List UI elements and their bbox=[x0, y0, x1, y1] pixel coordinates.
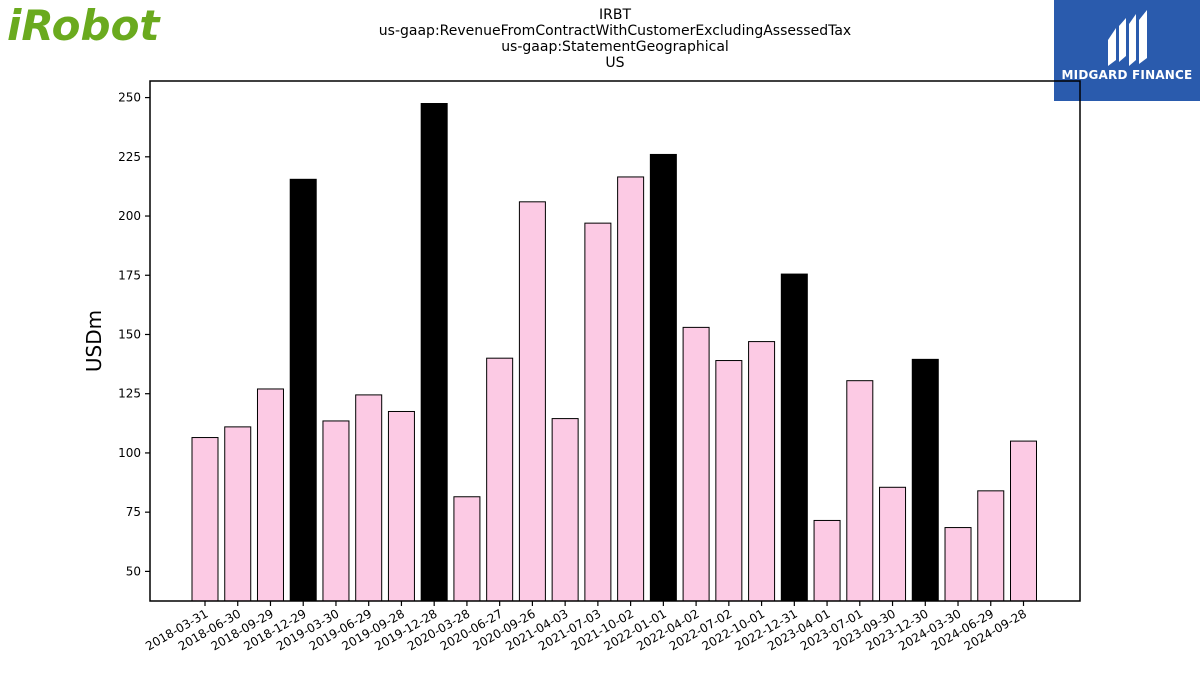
bar-2018-06-30 bbox=[224, 426, 252, 602]
bar-2020-06-27 bbox=[486, 357, 514, 602]
bar-2020-09-26 bbox=[518, 201, 546, 602]
y-tick-label: 100 bbox=[118, 446, 141, 460]
bar-2021-10-02 bbox=[617, 176, 645, 602]
bar-2019-09-28 bbox=[387, 410, 415, 602]
y-tick-label: 50 bbox=[126, 564, 141, 578]
bar-2019-03-30 bbox=[322, 420, 350, 602]
bar-2024-06-29 bbox=[977, 490, 1005, 602]
bar-2023-12-30 bbox=[911, 358, 939, 602]
bar-2023-04-01 bbox=[813, 519, 841, 602]
y-tick-label: 200 bbox=[118, 209, 141, 223]
bar-2018-09-29 bbox=[256, 388, 284, 602]
bar-2018-12-29 bbox=[289, 178, 317, 602]
x-axis: 2018-03-312018-06-302018-09-292018-12-29… bbox=[143, 601, 1029, 653]
y-tick-label: 150 bbox=[118, 327, 141, 341]
bar-2022-12-31 bbox=[780, 273, 808, 602]
y-tick-label: 75 bbox=[126, 505, 141, 519]
bar-2022-04-02 bbox=[682, 326, 710, 602]
bar-2022-07-02 bbox=[715, 360, 743, 602]
bar-2019-06-29 bbox=[355, 394, 383, 602]
chart-title-line-2: us-gaap:RevenueFromContractWithCustomerE… bbox=[378, 23, 852, 39]
bars-group bbox=[191, 103, 1037, 602]
midgard-mark-icon bbox=[1108, 10, 1147, 66]
y-tick-label: 250 bbox=[118, 91, 141, 105]
y-tick-label: 125 bbox=[118, 387, 141, 401]
chart-title-line-3: us-gaap:StatementGeographical bbox=[501, 39, 729, 55]
y-tick-label: 175 bbox=[118, 268, 141, 282]
irobot-logo-text: iRobot bbox=[7, 2, 161, 46]
plot-frame bbox=[149, 80, 1081, 602]
midgard-finance-logo-text: MIDGARD FINANCE bbox=[1061, 68, 1193, 82]
irobot-logo: iRobot bbox=[7, 2, 161, 46]
bar-2021-04-03 bbox=[551, 418, 579, 602]
bar-2020-03-28 bbox=[453, 496, 481, 602]
y-tick-label: 225 bbox=[118, 150, 141, 164]
bar-2019-12-28 bbox=[420, 103, 448, 602]
bar-2023-07-01 bbox=[846, 380, 874, 602]
bar-2024-03-30 bbox=[944, 527, 972, 602]
bar-2022-01-01 bbox=[649, 153, 677, 602]
y-axis-label: USDm bbox=[82, 310, 106, 372]
bar-2023-09-30 bbox=[879, 486, 907, 602]
midgard-finance-logo: MIDGARD FINANCE bbox=[1054, 0, 1200, 101]
bar-2021-07-03 bbox=[584, 222, 612, 602]
y-axis: 50 75 100 125 150 175 200 225 250 bbox=[118, 91, 150, 578]
chart-title-line-4: US bbox=[605, 55, 625, 71]
bar-2018-03-31 bbox=[191, 437, 219, 602]
bar-2024-09-28 bbox=[1010, 440, 1037, 602]
chart-title-line-1: IRBT bbox=[598, 7, 631, 23]
bar-2022-10-01 bbox=[748, 341, 776, 602]
